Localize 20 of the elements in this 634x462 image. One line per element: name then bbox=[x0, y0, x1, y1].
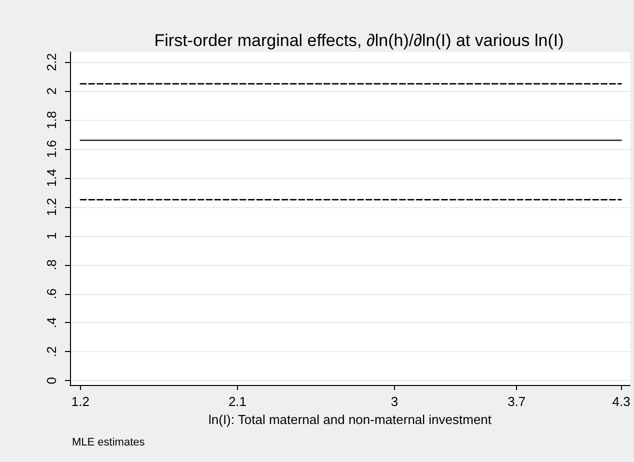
chart-title: First-order marginal effects, ∂ln(h)/∂ln(I) at various ln(I) bbox=[154, 31, 564, 50]
y-tick-label: 1.2 bbox=[44, 198, 59, 216]
y-tick-label: .6 bbox=[44, 288, 59, 300]
x-tick-label: 3.7 bbox=[508, 394, 526, 409]
y-tick-label: 2 bbox=[44, 87, 59, 95]
x-tick-label: 4.3 bbox=[612, 394, 630, 409]
text: MLE estimates bbox=[72, 436, 146, 448]
x-tick-label: 2.1 bbox=[228, 394, 247, 409]
y-tick-label: 2.2 bbox=[44, 53, 59, 72]
x-axis-title: ln(I): Total maternal and non-maternal investment bbox=[208, 412, 492, 427]
y-tick-label: 1.4 bbox=[44, 168, 59, 187]
x-tick-label: 3 bbox=[390, 394, 398, 409]
y-tick-label: 1.8 bbox=[44, 111, 59, 130]
y-tick-label: 0 bbox=[44, 377, 59, 384]
y-tick-label: 1 bbox=[44, 232, 59, 240]
x-tick-label: 1.2 bbox=[71, 394, 90, 409]
y-tick-label: .4 bbox=[44, 317, 59, 328]
y-tick-label: .8 bbox=[44, 259, 59, 270]
y-tick-label: 1.6 bbox=[44, 140, 59, 158]
y-tick-label: .2 bbox=[44, 346, 59, 358]
